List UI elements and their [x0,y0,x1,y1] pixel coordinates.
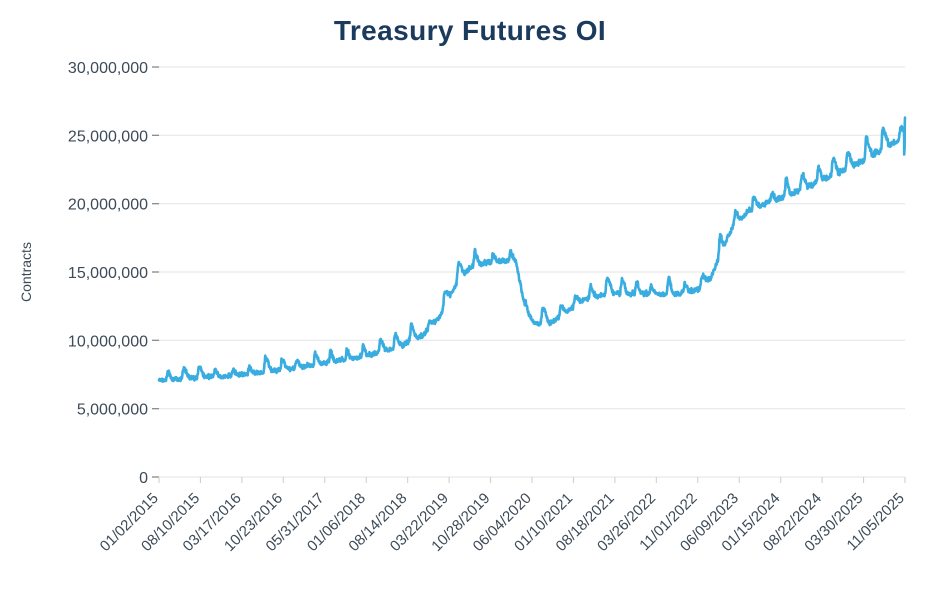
svg-text:10,000,000: 10,000,000 [68,333,148,350]
svg-text:30,000,000: 30,000,000 [68,60,148,77]
svg-text:20,000,000: 20,000,000 [68,197,148,214]
svg-text:0: 0 [139,470,148,487]
svg-text:25,000,000: 25,000,000 [68,128,148,145]
svg-text:15,000,000: 15,000,000 [68,265,148,282]
svg-text:5,000,000: 5,000,000 [77,402,148,419]
